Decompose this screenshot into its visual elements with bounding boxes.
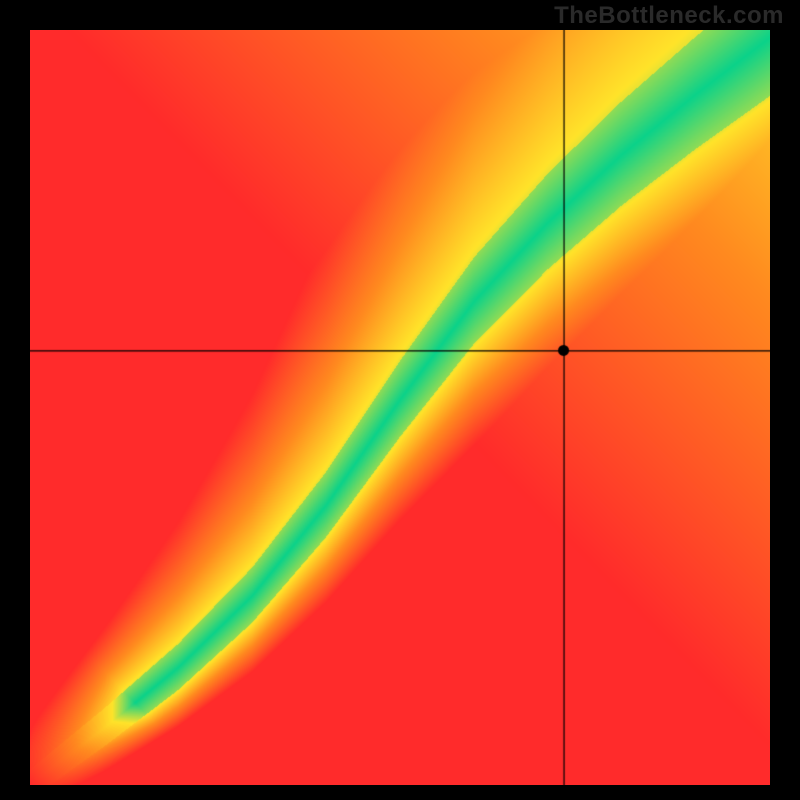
heatmap-plot xyxy=(30,30,770,785)
outer-frame: TheBottleneck.com xyxy=(0,0,800,800)
heatmap-canvas xyxy=(30,30,770,785)
watermark-text: TheBottleneck.com xyxy=(554,2,784,30)
